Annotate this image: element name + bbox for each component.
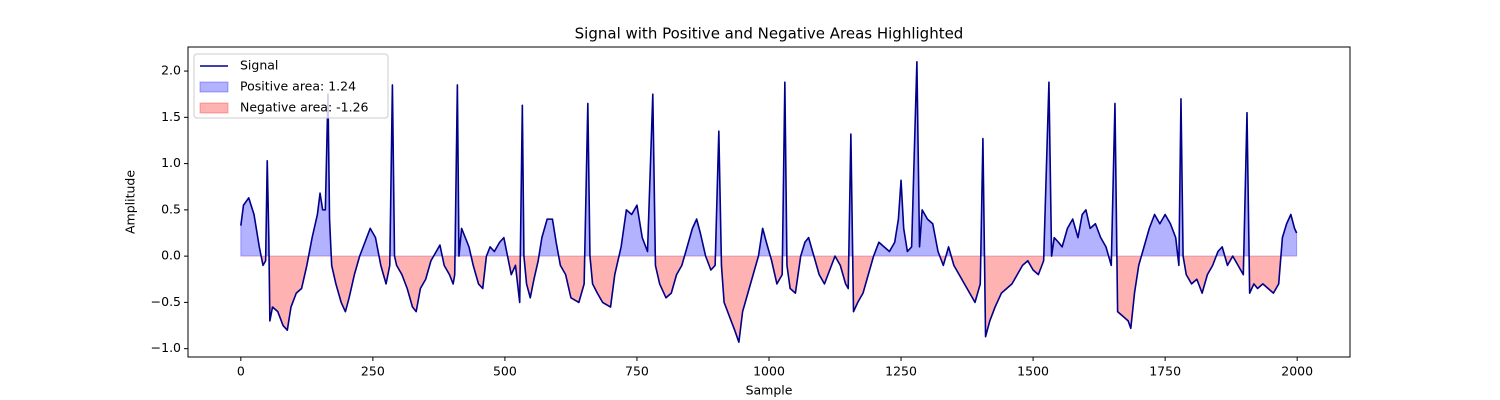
x-tick-label: 500 [493,364,517,379]
y-tick-label: −1.0 [151,340,181,355]
x-tick-label: 1250 [885,364,917,379]
y-tick-label: 1.0 [161,155,181,170]
chart-title: Signal with Positive and Negative Areas … [575,25,964,43]
y-tick-label: 0.0 [161,248,181,263]
x-tick-label: 2000 [1281,364,1313,379]
signal-line [240,61,1298,343]
y-axis-label: Amplitude [123,170,138,234]
legend-swatch [199,102,229,114]
x-tick-label: 1000 [753,364,785,379]
legend-swatch [199,81,229,93]
legend-box [193,53,389,119]
x-axis-label: Sample [746,383,793,398]
legend-label: Negative area: -1.26 [240,100,369,115]
x-tick-label: 750 [625,364,649,379]
legend-label: Positive area: 1.24 [240,79,356,94]
y-tick-label: 0.5 [161,201,181,216]
x-tick-label: 0 [237,364,245,379]
x-tick-label: 1500 [1017,364,1049,379]
positive-area [240,61,1298,257]
legend-label: Signal [240,58,278,73]
x-tick-label: 1750 [1149,364,1181,379]
y-tick-label: 2.0 [161,63,181,78]
y-tick-label: −0.5 [151,294,181,309]
y-tick-label: 1.5 [161,109,181,124]
negative-area [240,256,1298,343]
x-tick-label: 250 [361,364,385,379]
